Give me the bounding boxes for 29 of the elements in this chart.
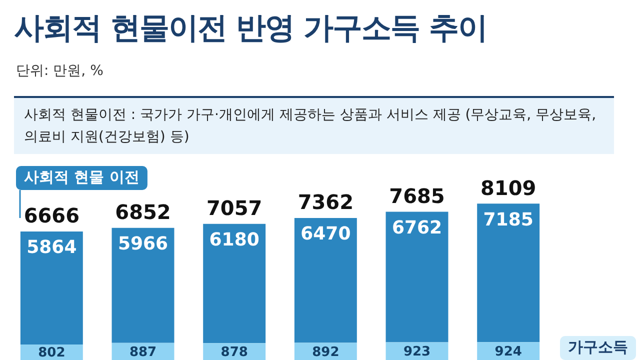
data-label: 878 [220,344,248,360]
data-label: 802 [38,346,66,360]
bar [386,212,448,342]
data-label: 6762 [392,217,442,238]
total-label: 7685 [389,184,445,208]
total-label: 7362 [298,190,354,214]
data-label: 5966 [118,234,168,255]
bar [20,231,83,345]
data-label: 892 [312,344,340,360]
text: 사회적 현물 이전 [24,168,140,186]
bar [112,228,174,343]
bar [477,204,540,342]
total-label: 7057 [206,196,262,220]
data-label: 923 [403,344,431,360]
chart-title: 사회적 현물이전 반영 가구소득 추이 [14,10,487,48]
total-label: 6852 [115,200,171,224]
data-label: 5864 [26,237,77,258]
bar [203,224,266,344]
text: 가구소득 [568,338,628,356]
chart-subtitle: 단위: 만원, % [16,62,104,80]
bar [294,218,357,343]
total-label: 6666 [24,204,80,228]
data-label: 6470 [300,224,351,245]
data-label: 887 [129,344,157,360]
text: 사회적 현물이전 : 국가가 가구·개인에게 제공하는 상품과 서비스 제공 (무상교육, 무상보육, 의료비 지원(건강보험) 등) [14,96,614,154]
data-label: 924 [494,344,522,360]
data-label: 7185 [483,209,534,230]
data-label: 6180 [209,230,260,251]
total-label: 8109 [480,176,536,200]
